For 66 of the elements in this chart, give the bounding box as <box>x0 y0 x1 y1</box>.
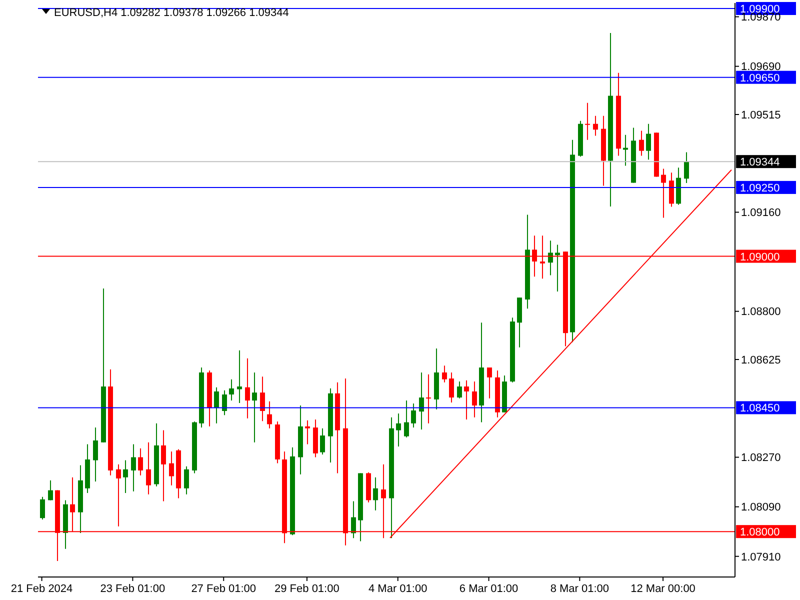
candlestick <box>222 390 227 416</box>
ref-line-label: 1.08450 <box>740 402 780 415</box>
candlestick <box>404 400 409 438</box>
ref-line-label: 1.09250 <box>740 182 780 194</box>
x-tick-label: 23 Feb 01:00 <box>100 583 166 595</box>
ref-line-label: 1.09000 <box>740 251 780 264</box>
candlestick <box>464 380 469 420</box>
candlestick <box>93 427 98 482</box>
candlestick <box>245 358 250 419</box>
y-tick-label: 1.08800 <box>741 306 781 318</box>
x-tick-label: 12 Mar 00:00 <box>630 583 696 595</box>
candlestick <box>351 500 356 539</box>
candlestick <box>146 442 151 495</box>
candlestick <box>161 430 166 502</box>
x-tick-label: 6 Mar 01:00 <box>459 583 518 595</box>
x-tick-label: 8 Mar 01:00 <box>550 583 610 595</box>
candlestick <box>396 412 401 448</box>
candlestick <box>585 102 590 140</box>
candlestick <box>48 480 53 501</box>
candlestick <box>555 244 560 292</box>
candlestick <box>131 444 136 492</box>
candlestick <box>548 240 553 276</box>
candlestick <box>260 376 265 422</box>
candlestick <box>40 496 45 520</box>
candlestick <box>169 450 174 486</box>
y-tick-label: 1.08625 <box>741 354 781 366</box>
ref-line-label: 1.09344 <box>740 156 780 169</box>
candlestick <box>237 350 242 404</box>
x-tick-label: 21 Feb 2024 <box>10 583 73 595</box>
candlestick <box>138 448 143 476</box>
y-tick-label: 1.08270 <box>741 452 781 464</box>
candlestick <box>487 366 492 399</box>
candlestick <box>457 381 462 399</box>
ref-line-label: 1.08000 <box>740 526 780 539</box>
chart-title: EURUSD,H4 1.09282 1.09378 1.09266 1.09344 <box>54 7 289 19</box>
candlestick <box>472 381 477 418</box>
ref-line-label: 1.09650 <box>740 72 780 84</box>
candlestick <box>449 372 454 403</box>
candlestick <box>639 130 644 156</box>
y-tick-label: 1.09690 <box>741 61 781 74</box>
candlestick <box>442 365 447 383</box>
candlestick <box>116 464 121 527</box>
candlestick <box>684 152 689 184</box>
y-tick-label: 1.07910 <box>741 551 781 564</box>
candlestick <box>646 123 651 160</box>
x-tick-label: 27 Feb 01:00 <box>191 583 256 595</box>
x-tick-label: 4 Mar 01:00 <box>368 583 428 595</box>
y-tick-label: 1.09160 <box>741 207 781 220</box>
y-tick-label: 1.08090 <box>741 502 781 514</box>
candlestick <box>669 172 674 208</box>
candlestick <box>320 428 325 455</box>
candlestick <box>593 115 598 136</box>
candlestick <box>214 386 219 424</box>
candlestick <box>661 168 666 218</box>
candlestick <box>229 378 234 402</box>
candlestick <box>305 420 310 445</box>
candlestick <box>184 466 189 495</box>
candlestick <box>267 400 272 429</box>
candlestick <box>426 374 431 424</box>
candlestick <box>419 372 424 430</box>
x-tick-label: 29 Feb 01:00 <box>274 583 340 595</box>
candlestick <box>373 476 378 511</box>
candlestick <box>123 460 128 494</box>
candlestick <box>411 403 416 428</box>
candlestick <box>252 372 257 443</box>
y-tick-label: 1.09515 <box>741 109 781 122</box>
